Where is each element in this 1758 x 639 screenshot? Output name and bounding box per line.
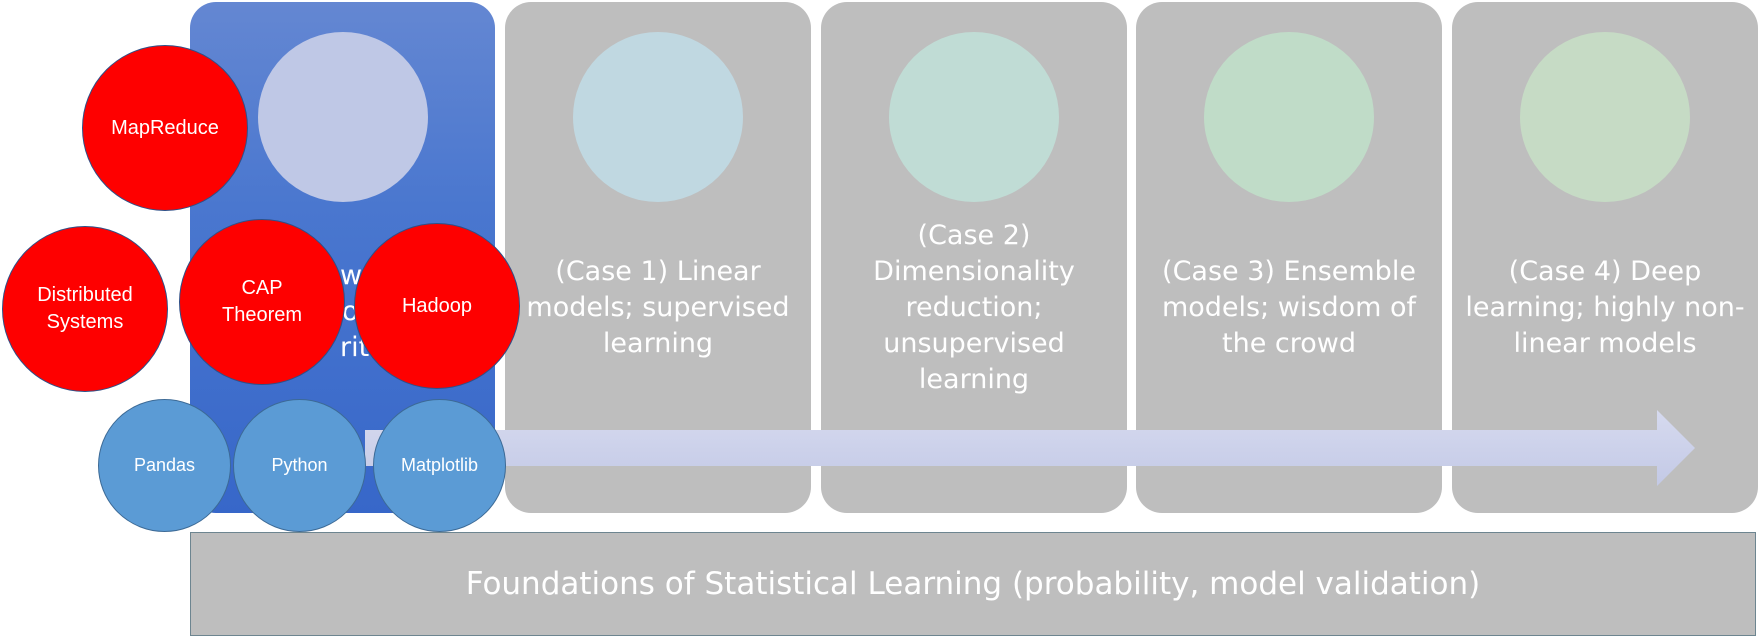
stage-panel-case-1: (Case 1) Linear models; supervised learn… bbox=[505, 2, 811, 513]
bubble-matplotlib: Matplotlib bbox=[373, 399, 506, 532]
stage-disc bbox=[889, 32, 1059, 202]
bubble-hadoop: Hadoop bbox=[354, 223, 520, 389]
bubble-mapreduce: MapReduce bbox=[82, 45, 248, 211]
stage-disc bbox=[1204, 32, 1374, 202]
stage-disc bbox=[573, 32, 743, 202]
stage-label: (Case 2) Dimensionality reduction; unsup… bbox=[873, 219, 1075, 395]
stage-panel-case-2: (Case 2) Dimensionality reduction; unsup… bbox=[821, 2, 1127, 513]
foundation-bar: Foundations of Statistical Learning (pro… bbox=[190, 532, 1756, 636]
stage-label: (Case 1) Linear models; supervised learn… bbox=[526, 255, 790, 359]
stage-panel-case-3: (Case 3) Ensemble models; wisdom of the … bbox=[1136, 2, 1442, 513]
stage-label: (Case 4) Deep learning; highly non-linea… bbox=[1465, 255, 1745, 359]
bubble-cap-theorem: CAP Theorem bbox=[179, 219, 345, 385]
stage-disc bbox=[1520, 32, 1690, 202]
progression-arrow bbox=[365, 410, 1695, 486]
bubble-pandas: Pandas bbox=[98, 399, 231, 532]
stage-panel-case-4: (Case 4) Deep learning; highly non-linea… bbox=[1452, 2, 1758, 513]
bubble-python: Python bbox=[233, 399, 366, 532]
stage-disc bbox=[257, 32, 428, 202]
bubble-distributed-systems: Distributed Systems bbox=[2, 226, 168, 392]
stage-label: (Case 3) Ensemble models; wisdom of the … bbox=[1161, 255, 1417, 359]
